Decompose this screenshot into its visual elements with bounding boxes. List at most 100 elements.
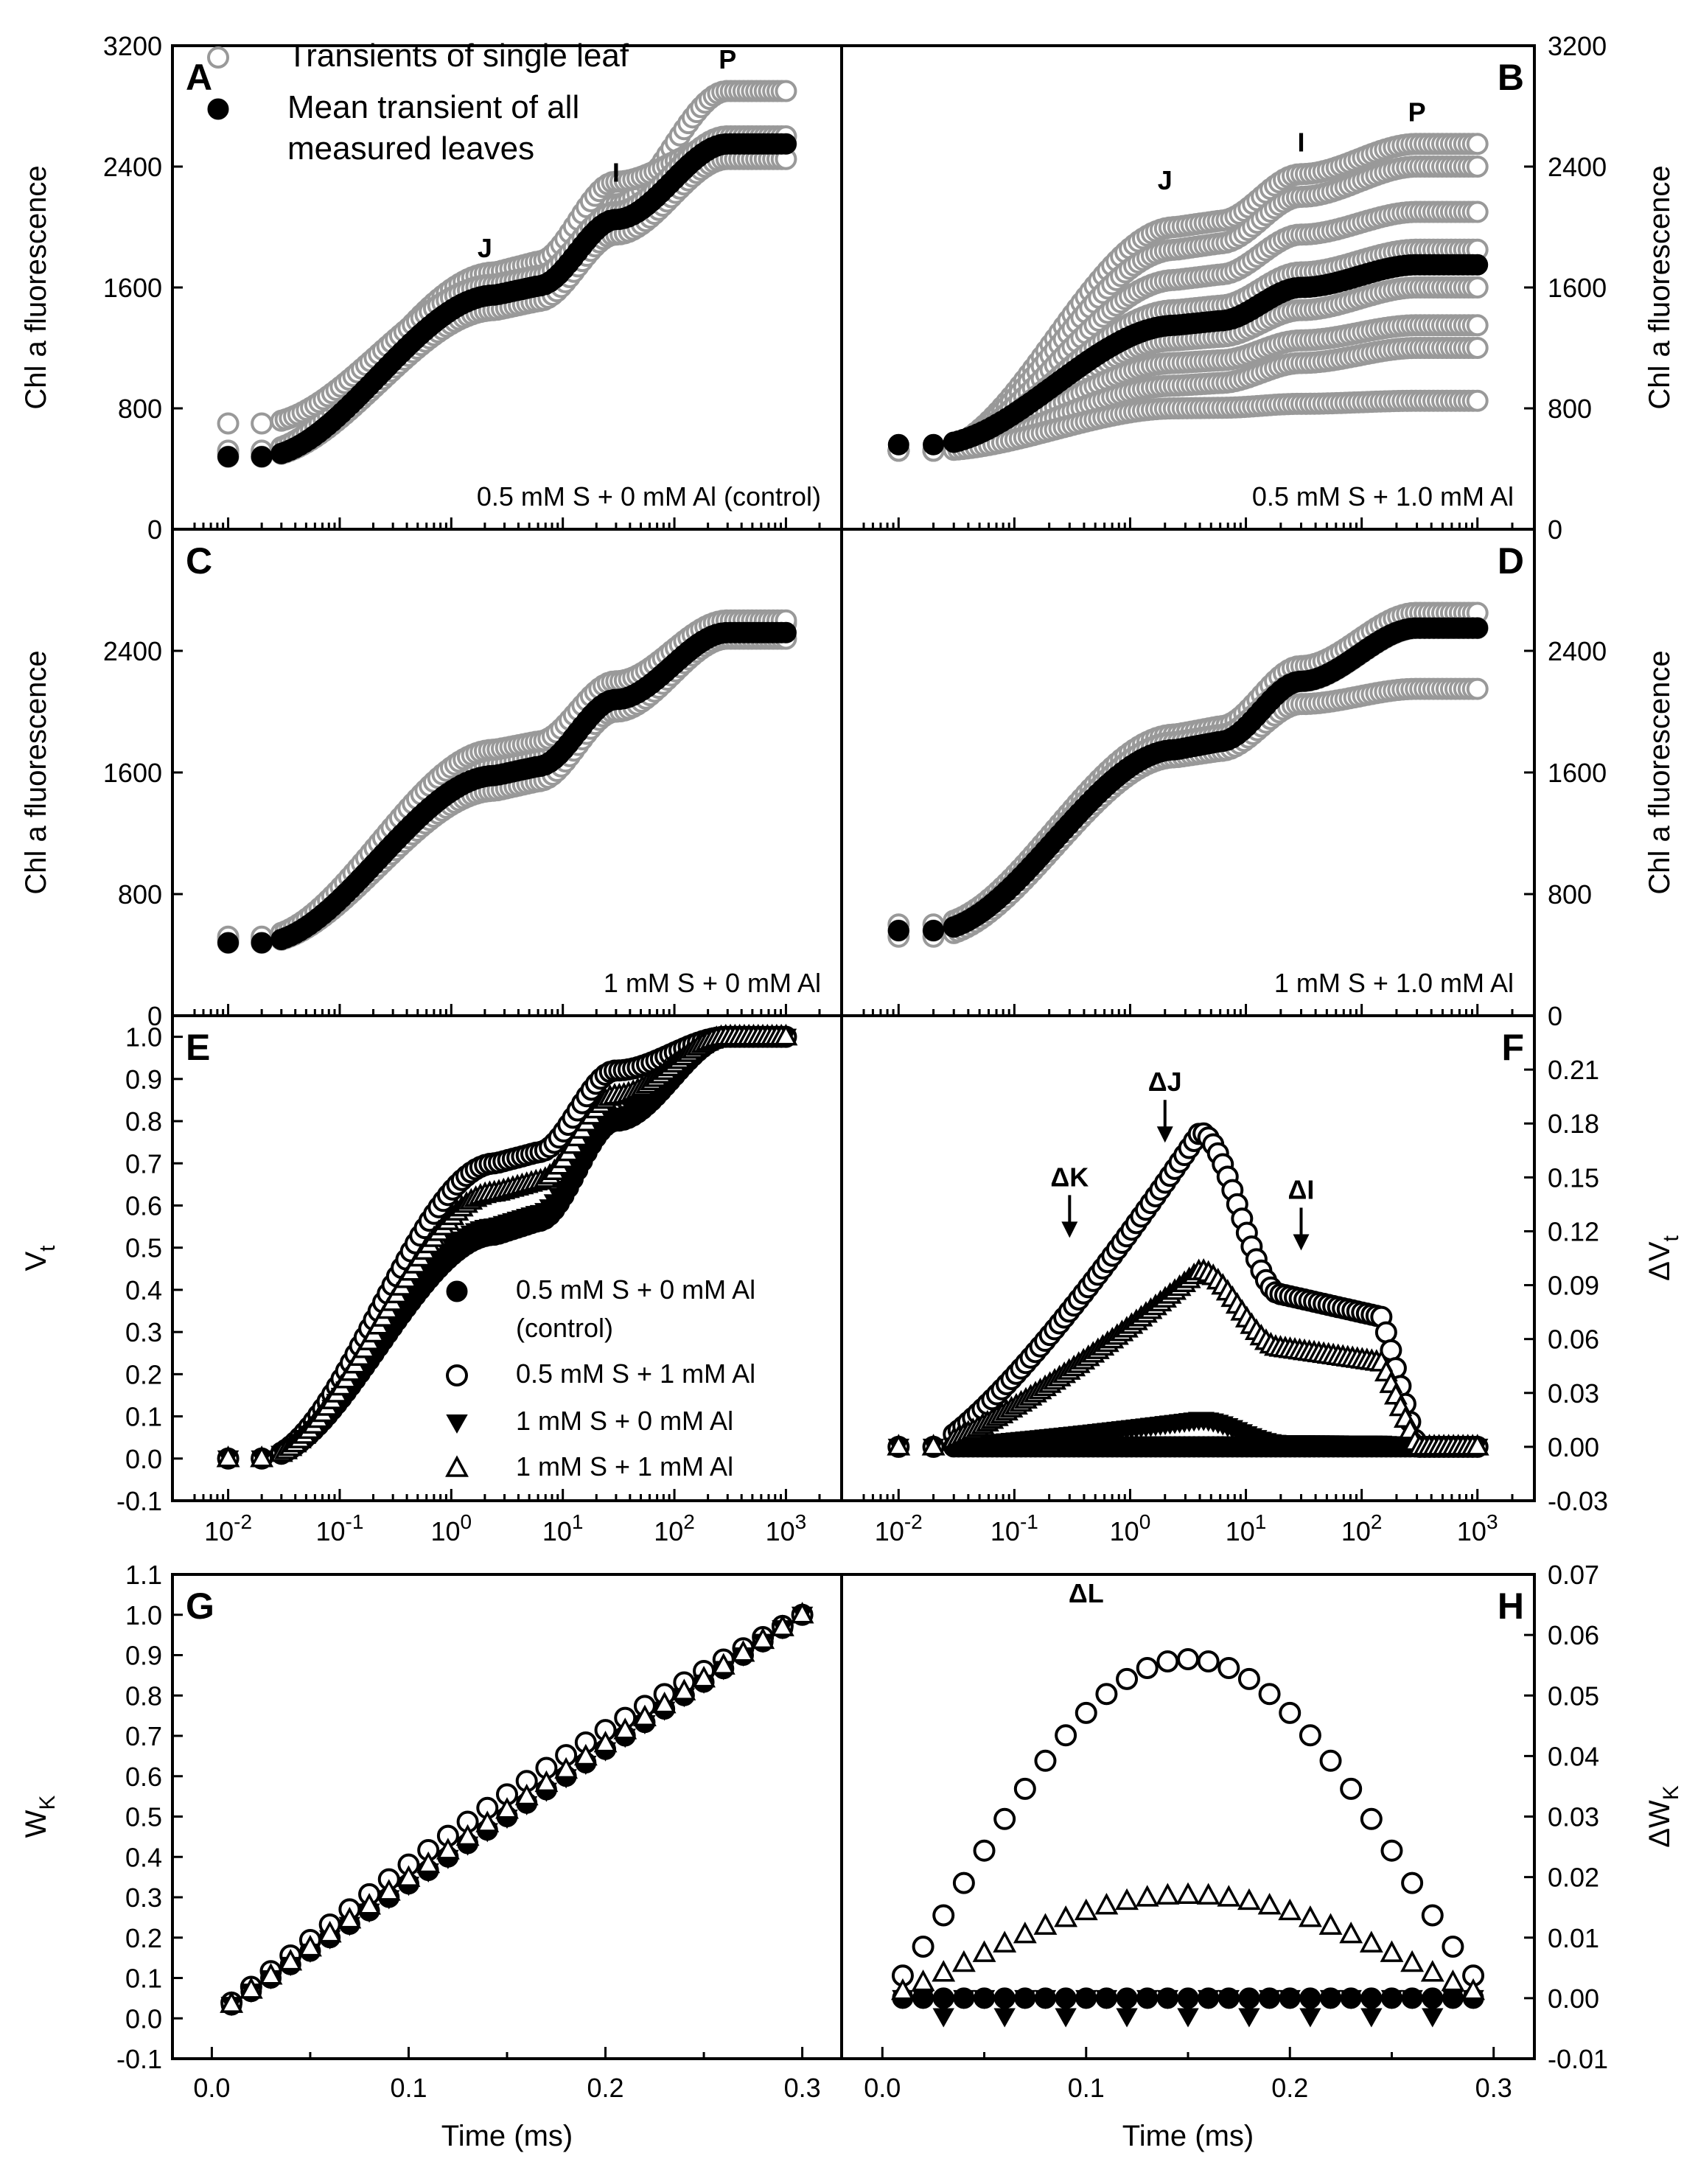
- data-point: [554, 1756, 579, 1779]
- y-tick-label: 0.12: [1548, 1216, 1599, 1246]
- y-tick-label: 1600: [1548, 758, 1607, 788]
- data-point: [770, 1614, 794, 1636]
- x-tick-label: 0.0: [864, 2073, 901, 2103]
- y-tick-label: 0.18: [1548, 1109, 1599, 1139]
- data-point: [1380, 1839, 1403, 1862]
- y-axis-c: 0 800 1600 2400: [103, 636, 183, 1031]
- y-tick-label: 0.21: [1548, 1055, 1599, 1085]
- data-point: [1279, 1701, 1302, 1724]
- x-tick-label: 0.2: [1271, 2073, 1308, 2103]
- panel-letter: B: [1498, 57, 1524, 98]
- panel-letter: G: [186, 1585, 214, 1627]
- data-point: [593, 1730, 618, 1753]
- x-axis-f: 10-2 10-1 100 101 102 103: [862, 1489, 1514, 1546]
- data-point: [1340, 1989, 1362, 2009]
- x-tick-label: 101: [542, 1510, 584, 1546]
- data-point: [1217, 1989, 1240, 2009]
- mean-transient: [887, 254, 1489, 456]
- data-point: [1467, 254, 1489, 276]
- y-axis-e: -0.1 0.0 0.1 0.2 0.3 0.4 0.5 0.6 0.7 0.8 0.9 1.0: [116, 1022, 183, 1516]
- data-point: [1054, 1905, 1078, 1927]
- y-tick-label: 800: [1548, 879, 1592, 910]
- annotation-label: ΔJ: [1148, 1067, 1182, 1097]
- panel-letter: C: [186, 540, 212, 582]
- series-2: [891, 1647, 1485, 1987]
- y-tick-label: 800: [118, 879, 162, 910]
- panel-c: 0 800 1600 2400 Chl a fluorescence C 1 mM S + …: [20, 528, 843, 1031]
- annotation-arrowhead: [1293, 1234, 1310, 1251]
- data-point: [1339, 1921, 1363, 1944]
- data-point: [1094, 1892, 1119, 1915]
- data-point: [951, 1950, 976, 1972]
- y-tick-label: -0.1: [116, 1486, 162, 1516]
- x-tick-label: 10-2: [204, 1510, 252, 1546]
- y-axis-h: -0.01 0.00 0.01 0.02 0.03 0.04 0.05 0.06 0.07: [1524, 1560, 1608, 2074]
- panel-letter: A: [186, 57, 212, 98]
- series-2: [217, 1025, 797, 1470]
- y-tick-label: 0.07: [1548, 1560, 1599, 1590]
- data-point: [217, 412, 240, 435]
- y-tick-label: 0.09: [1548, 1271, 1599, 1301]
- x-tick-label: 103: [1457, 1510, 1498, 1546]
- data-point: [1466, 276, 1489, 299]
- y-tick-label: 0.3: [125, 1317, 162, 1347]
- data-point: [1442, 1936, 1464, 1958]
- data-point: [475, 1810, 500, 1832]
- legend-marker: [207, 98, 229, 120]
- mean-transient: [217, 621, 797, 954]
- data-point: [1467, 617, 1489, 639]
- panel-b: 0 800 1600 2400 3200 Chl a fluorescence B 0.5 m…: [840, 31, 1676, 545]
- y-tick-label: 1.0: [125, 1022, 162, 1053]
- phase-label: J: [478, 233, 492, 263]
- data-point: [1116, 1987, 1138, 2009]
- data-point: [1033, 1913, 1058, 1935]
- data-point: [217, 446, 240, 468]
- data-point: [672, 1678, 696, 1700]
- x-tick-label: 100: [1110, 1510, 1151, 1546]
- data-point: [1238, 1987, 1260, 2009]
- data-point: [220, 1991, 244, 2013]
- y-tick-label: 0.06: [1548, 1325, 1599, 1355]
- data-point: [1217, 1885, 1241, 1907]
- data-point: [251, 412, 273, 435]
- data-point: [1176, 1882, 1200, 1905]
- y-tick-label: 1.0: [125, 1600, 162, 1630]
- annotation-arrowhead: [1156, 1126, 1173, 1143]
- data-point: [251, 446, 273, 468]
- legend-label: 0.5 mM S + 0 mM Al: [516, 1274, 755, 1305]
- data-point: [952, 1871, 975, 1894]
- y-tick-label: 0: [147, 514, 162, 545]
- y-tick-label: 0.1: [125, 1402, 162, 1432]
- data-point: [1360, 2008, 1383, 2028]
- data-point: [953, 1989, 975, 2009]
- condition-label: 1 mM S + 0 mM Al: [604, 968, 821, 998]
- data-point: [1095, 1683, 1118, 1706]
- y-axis-title: ΔVt: [1643, 1235, 1683, 1280]
- data-point: [1238, 2008, 1260, 2028]
- data-point: [1318, 1913, 1343, 1935]
- data-point: [1075, 1989, 1097, 2009]
- legend-marker: [446, 1280, 468, 1302]
- data-point: [972, 1940, 996, 1962]
- y-tick-label: 0.06: [1548, 1620, 1599, 1650]
- x-axis-a: [193, 517, 821, 529]
- data-point: [887, 920, 909, 941]
- y-tick-label: 0.6: [125, 1762, 162, 1792]
- mean-transient: [887, 617, 1489, 941]
- x-tick-label: 103: [766, 1510, 807, 1546]
- data-point: [923, 433, 945, 456]
- data-point: [1422, 1987, 1444, 2009]
- data-point: [1116, 1667, 1139, 1690]
- data-point: [1298, 1905, 1322, 1927]
- data-point: [377, 1879, 401, 1901]
- data-point: [692, 1665, 716, 1688]
- data-point: [891, 1978, 915, 2000]
- data-point: [298, 1934, 322, 1957]
- data-point: [1013, 1777, 1036, 1800]
- data-point: [1340, 1777, 1363, 1800]
- y-tick-label: 0.5: [125, 1233, 162, 1263]
- y-tick-label: 2400: [103, 636, 162, 666]
- data-point: [932, 1987, 954, 2009]
- plot-area-e: [216, 1023, 798, 1470]
